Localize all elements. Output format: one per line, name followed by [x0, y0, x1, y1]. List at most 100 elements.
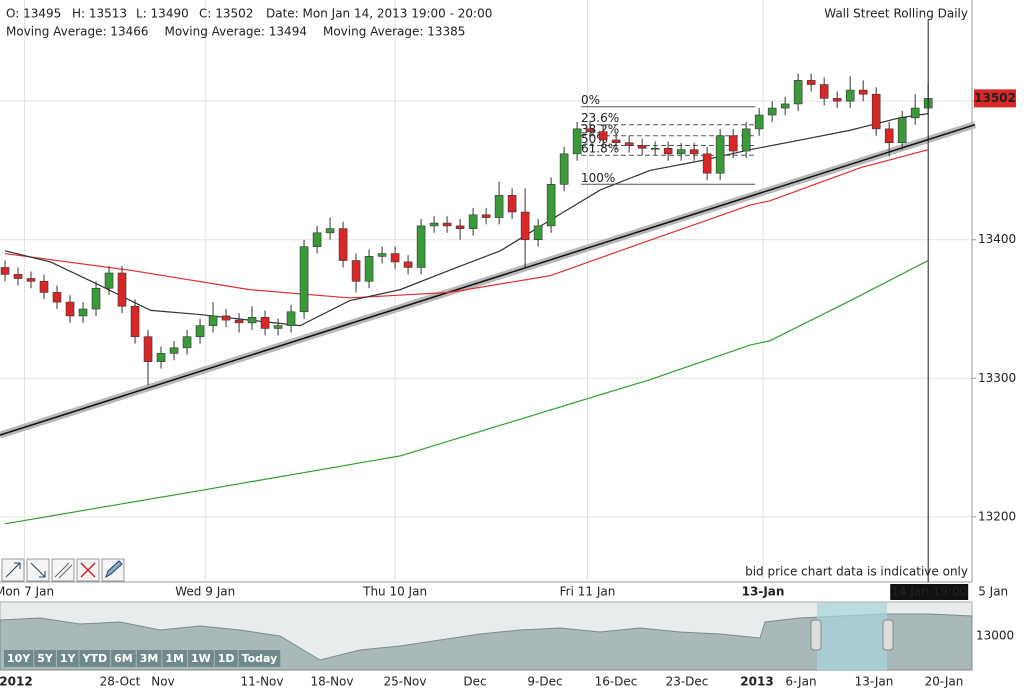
candle-body [273, 325, 283, 329]
navigator-selection[interactable] [817, 603, 887, 670]
range-button-bg [136, 650, 162, 667]
high-value: H: 13513 [72, 7, 127, 21]
x-tick-label: 13-Jan [742, 585, 785, 599]
moving-average [4, 259, 929, 525]
candle-body [429, 222, 439, 227]
x-tick-label: 5 Jan [978, 585, 1008, 599]
navigator-date: 18-Nov [310, 675, 353, 689]
range-button-bg [34, 650, 56, 667]
cursor-box [890, 584, 969, 600]
x-tick-label: Mon 7 Jan [0, 585, 54, 599]
moving-average [4, 149, 929, 299]
range-button-label: 1W [191, 652, 211, 665]
candle-body [676, 149, 686, 155]
fib-label: 0% [581, 93, 600, 107]
navigator-date: 23-Dec [666, 675, 709, 689]
candle-body [585, 128, 595, 132]
candle-body [312, 232, 322, 247]
range-button-bg [111, 650, 136, 667]
y-tick-label: 13200 [978, 509, 1016, 523]
range-button[interactable]: 6M [111, 650, 136, 667]
candle-body [221, 315, 231, 321]
icon [54, 562, 73, 579]
candle-body [520, 211, 530, 241]
range-button[interactable]: 1W [187, 650, 214, 667]
candle-body [0, 267, 10, 275]
range-button[interactable]: Today [238, 650, 281, 667]
disclaimer: bid price chart data is indicative only [745, 565, 968, 579]
candle-body [299, 246, 309, 313]
candle-body [195, 325, 205, 338]
y-tick-label: 13400 [978, 232, 1016, 246]
y-tick-label: 13300 [978, 371, 1016, 385]
candle-body [728, 135, 738, 152]
navigator-handle[interactable] [810, 619, 822, 651]
range-button-bg [4, 650, 34, 667]
navigator-handle[interactable] [882, 619, 894, 651]
x-tick-label: Fri 11 Jan [560, 585, 616, 599]
navigator-date: 11-Nov [240, 675, 283, 689]
candle-body [260, 317, 270, 329]
navigator-date: 6-Jan [785, 675, 816, 689]
icon [105, 560, 123, 579]
candle-body [117, 272, 127, 307]
candle-body [767, 107, 777, 116]
candle-body [130, 305, 140, 338]
candle-body [208, 315, 218, 326]
trendline [0, 123, 976, 436]
candle-body [689, 149, 699, 155]
candle-body [819, 84, 829, 99]
range-button[interactable]: YTD [79, 650, 111, 667]
navigator-date: 20-Jan [925, 675, 964, 689]
last-price-box [974, 89, 1016, 108]
navigator-date: Nov [151, 675, 174, 689]
candle-body [754, 114, 764, 130]
range-button-label: YTD [82, 652, 108, 665]
candle-body [182, 336, 192, 349]
range-button[interactable]: 1D [214, 650, 238, 667]
navigator-date: 16-Dec [595, 675, 638, 689]
close-value: C: 13502 [199, 7, 253, 21]
candle-body [442, 222, 452, 227]
candle-body [650, 147, 660, 150]
candle-body [39, 280, 49, 293]
candle-body [806, 80, 816, 85]
range-button-bg [214, 650, 238, 667]
range-button-label: Today [242, 652, 278, 665]
icon [30, 562, 46, 578]
navigator-date: 2013 [740, 675, 773, 689]
range-button[interactable]: 1M [162, 650, 187, 667]
candle-body [507, 195, 517, 213]
candle-body [455, 225, 465, 229]
candle-body [702, 153, 712, 174]
candle-body [52, 292, 62, 303]
range-button[interactable]: 3M [136, 650, 162, 667]
candle-body [598, 131, 608, 141]
candle-body [364, 256, 374, 282]
candle-body [338, 228, 348, 261]
navigator-date: 2012 [0, 675, 33, 689]
range-button[interactable]: 1Y [56, 650, 79, 667]
candle-body [416, 225, 426, 268]
candle-body [481, 214, 491, 218]
range-button-label: 1D [218, 652, 235, 665]
legend-entry: Moving Average: 13466 [6, 25, 148, 39]
range-button-bg [187, 650, 214, 667]
legend-entry: Moving Average: 13494 [164, 25, 306, 39]
range-button-label: 10Y [7, 652, 31, 665]
candle-body [26, 278, 36, 282]
range-button-bg [162, 650, 187, 667]
fib-label: 100% [581, 171, 615, 185]
candle-body [143, 336, 153, 362]
candle-body [871, 93, 881, 130]
chart-title: Wall Street Rolling Daily [824, 7, 968, 21]
candle-body [377, 253, 387, 257]
candle-body [780, 103, 790, 109]
candle-body [351, 260, 361, 282]
navigator-date: 9-Dec [527, 675, 562, 689]
range-button[interactable]: 5Y [34, 650, 56, 667]
tool-button[interactable] [51, 558, 75, 582]
range-button[interactable]: 10Y [4, 650, 34, 667]
candle-body [65, 301, 75, 317]
